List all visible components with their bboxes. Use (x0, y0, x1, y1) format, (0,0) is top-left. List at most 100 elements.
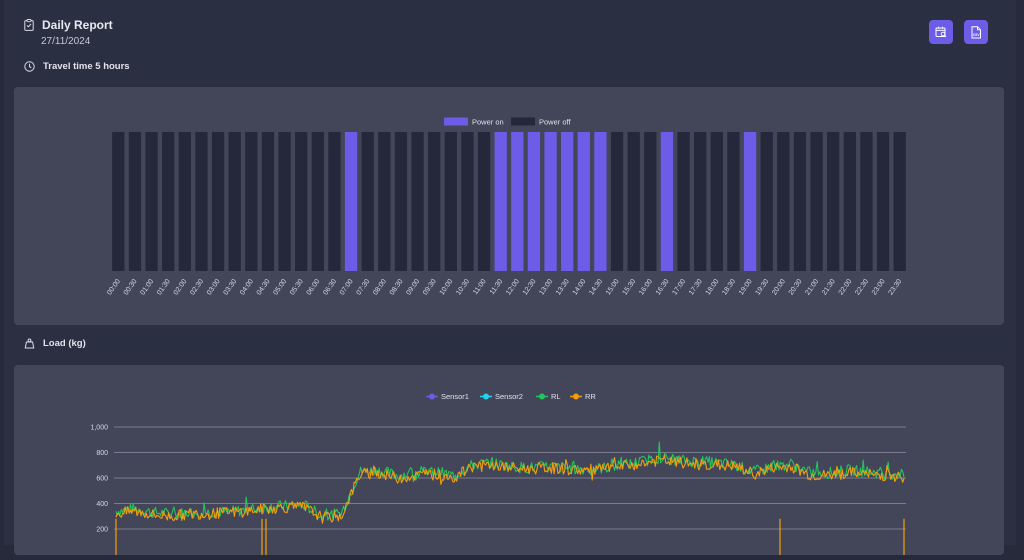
bar-0700 (344, 132, 358, 271)
x-tick-0030: 00:30 (123, 278, 139, 296)
bar-2200 (843, 132, 856, 271)
x-tick-0630: 06:30 (322, 278, 338, 296)
bar-1530 (627, 132, 640, 271)
bar-1400 (577, 132, 590, 271)
legend-dot-rr (573, 393, 579, 400)
bar-2330 (893, 132, 906, 271)
x-tick-0130: 01:30 (156, 278, 172, 296)
bar-0330 (228, 132, 241, 271)
bar-0000 (112, 132, 125, 271)
bar-0930 (428, 132, 441, 271)
bar-2230 (860, 132, 873, 271)
bar-1430 (594, 132, 607, 271)
x-tick-2200: 22:00 (838, 278, 854, 296)
bar-0200 (178, 132, 191, 271)
bar-1700 (677, 132, 690, 271)
legend-dot-rl (539, 393, 545, 400)
x-tick-1000: 10:00 (439, 278, 455, 296)
bar-1100 (477, 132, 491, 271)
csv-file-icon: CSV (971, 25, 981, 38)
x-tick-0200: 02:00 (173, 278, 189, 296)
x-tick-2030: 20:30 (788, 278, 804, 296)
bar-0830 (394, 132, 408, 271)
x-tick-1400: 14:00 (572, 278, 588, 296)
y-tick-label: 400 (96, 501, 108, 508)
x-tick-1500: 15:00 (605, 278, 621, 296)
bar-1900 (743, 132, 757, 271)
bar-2300 (876, 132, 890, 271)
clipboard-icon (24, 19, 34, 31)
x-tick-0600: 06:00 (306, 278, 322, 296)
csv-icon-text: CSV (973, 33, 981, 37)
x-tick-0700: 07:00 (339, 278, 355, 296)
x-tick-2000: 20:00 (771, 278, 787, 296)
bar-0600 (311, 132, 324, 271)
y-tick-label: 1,000 (90, 425, 108, 432)
x-tick-1530: 15:30 (622, 278, 638, 296)
bar-2000 (777, 132, 790, 271)
load-row: Load (kg) (24, 338, 86, 349)
x-tick-1130: 11:30 (489, 278, 505, 296)
x-tick-0330: 03:30 (223, 278, 239, 296)
bar-2030 (793, 132, 807, 271)
x-tick-1730: 17:30 (688, 278, 704, 296)
x-tick-2100: 21:00 (804, 278, 820, 296)
bar-0900 (411, 132, 424, 271)
x-tick-1230: 12:30 (522, 278, 538, 296)
bar-0430 (261, 132, 275, 271)
bar-1030 (461, 132, 474, 271)
series-line-rr (115, 454, 905, 524)
bar-0130 (162, 132, 175, 271)
bar-1230 (527, 132, 541, 271)
x-tick-2230: 22:30 (854, 278, 870, 296)
calendar-search-icon (935, 26, 947, 38)
bar-1830 (727, 132, 740, 271)
legend-label-rl: RL (551, 392, 561, 401)
x-tick-1600: 16:00 (638, 278, 654, 296)
legend-swatch-power-on (444, 117, 468, 126)
legend-swatch-power-off (511, 117, 535, 126)
bar-1130 (494, 132, 507, 271)
x-tick-2130: 21:30 (821, 278, 837, 296)
x-tick-0430: 04:30 (256, 278, 272, 296)
calendar-button[interactable] (929, 20, 953, 44)
x-tick-1300: 13:00 (538, 278, 554, 296)
bar-1800 (710, 132, 723, 271)
x-tick-0730: 07:30 (356, 278, 372, 296)
bar-1330 (561, 132, 574, 271)
bar-2130 (827, 132, 840, 271)
legend-label-power-on: Power on (472, 118, 504, 127)
x-tick-1830: 18:30 (721, 278, 737, 296)
bar-0100 (145, 132, 158, 271)
travel-time-label: Travel time 5 hours (43, 61, 130, 72)
x-tick-2330: 23:30 (888, 278, 904, 296)
x-tick-1800: 18:00 (705, 278, 721, 296)
x-tick-0400: 04:00 (239, 278, 255, 296)
x-tick-1700: 17:00 (671, 278, 687, 296)
legend-label-power-off: Power off (539, 118, 571, 127)
x-tick-0800: 08:00 (372, 278, 388, 296)
x-tick-1900: 19:00 (738, 278, 754, 296)
csv-export-button[interactable]: CSV (964, 20, 988, 44)
x-tick-1930: 19:30 (755, 278, 771, 296)
bar-0400 (245, 132, 258, 271)
bar-0030 (128, 132, 142, 271)
legend-label-sensor1: Sensor1 (441, 392, 469, 401)
report-page: Daily Report 27/11/2024 CSV Travel time … (4, 0, 1016, 555)
x-tick-0900: 09:00 (405, 278, 421, 296)
load-legend: Sensor1 Sensor2 RL RR (426, 392, 596, 401)
x-tick-2300: 23:00 (871, 278, 887, 296)
x-tick-0500: 05:00 (272, 278, 288, 296)
x-tick-1200: 12:00 (505, 278, 521, 296)
weight-icon (24, 338, 35, 349)
bar-0230 (195, 132, 208, 271)
bar-1930 (760, 132, 773, 271)
y-tick-label: 600 (96, 476, 108, 483)
legend-dot-sensor1 (429, 393, 435, 400)
x-tick-1330: 13:30 (555, 278, 571, 296)
bar-1600 (644, 132, 657, 271)
bar-0630 (328, 132, 341, 271)
bar-1730 (694, 132, 707, 271)
report-date: 27/11/2024 (41, 36, 91, 47)
travel-time-row: Travel time 5 hours (24, 61, 130, 72)
